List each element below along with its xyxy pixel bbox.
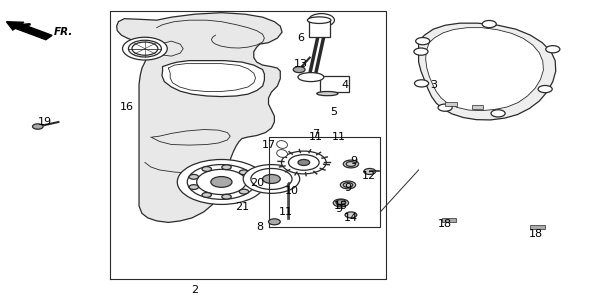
Circle shape [416,38,430,45]
Ellipse shape [277,141,287,148]
Ellipse shape [307,17,331,23]
Text: 21: 21 [235,203,249,213]
Circle shape [546,46,560,53]
Circle shape [482,20,496,28]
Circle shape [414,48,428,55]
Text: FR.: FR. [54,27,73,37]
Circle shape [298,160,310,166]
Bar [471,105,483,110]
Text: 9: 9 [350,156,358,166]
Circle shape [129,40,162,57]
Text: 17: 17 [261,139,276,150]
Circle shape [123,37,168,60]
Circle shape [222,194,231,199]
Text: 8: 8 [256,222,263,232]
Circle shape [491,110,505,117]
Text: 18: 18 [529,229,543,239]
Bar [530,225,545,229]
Text: 7: 7 [312,129,319,139]
Circle shape [189,185,198,190]
Circle shape [240,189,248,194]
Text: 13: 13 [294,59,308,69]
Ellipse shape [317,92,338,96]
Circle shape [313,16,330,24]
Polygon shape [117,13,282,222]
Bar [309,20,330,37]
Circle shape [309,14,335,27]
Bar [320,76,349,92]
Circle shape [243,165,300,193]
Circle shape [345,212,357,218]
Circle shape [189,175,198,179]
Ellipse shape [298,73,324,82]
Text: 12: 12 [362,171,376,181]
Circle shape [415,80,428,87]
Text: 9: 9 [336,204,343,214]
FancyArrow shape [6,22,52,40]
Text: 16: 16 [120,102,135,112]
Bar [441,218,456,222]
Circle shape [177,160,266,204]
Text: 19: 19 [38,117,52,127]
Text: 11: 11 [279,207,293,217]
Text: 11: 11 [309,132,323,142]
Ellipse shape [277,150,287,157]
Text: 2: 2 [191,285,198,295]
Text: 3: 3 [430,79,437,90]
Text: 4: 4 [342,79,349,90]
Bar [445,102,457,107]
Text: 10: 10 [285,186,299,196]
Circle shape [263,175,280,183]
Text: 18: 18 [438,219,452,229]
Circle shape [333,199,349,207]
Text: 5: 5 [330,107,337,116]
Circle shape [281,151,326,174]
Text: 15: 15 [334,201,348,211]
Text: 6: 6 [297,33,304,43]
Circle shape [211,177,232,187]
Circle shape [438,104,452,111]
Text: 20: 20 [250,178,264,188]
Circle shape [246,180,255,184]
Circle shape [268,219,280,225]
Circle shape [240,170,248,175]
Circle shape [340,181,356,189]
Text: 14: 14 [344,213,358,223]
Circle shape [343,160,359,168]
Circle shape [364,169,376,175]
Polygon shape [419,23,556,120]
Circle shape [222,165,231,169]
Polygon shape [425,28,543,111]
Text: 9: 9 [345,183,352,193]
Text: 11: 11 [332,132,346,142]
Polygon shape [162,61,264,97]
Circle shape [336,200,346,204]
Circle shape [293,67,305,73]
Circle shape [202,166,211,171]
Circle shape [32,124,43,129]
Circle shape [538,85,552,93]
Circle shape [202,193,211,197]
